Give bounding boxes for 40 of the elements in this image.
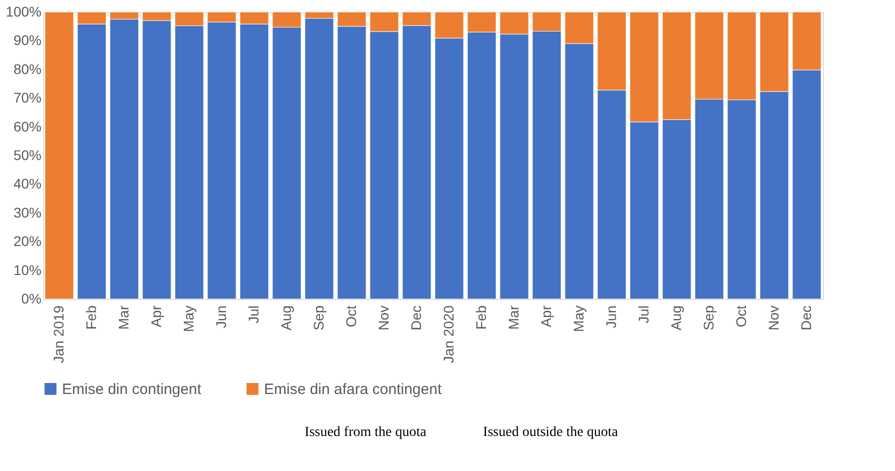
x-tick-label: Jan 2020: [440, 305, 456, 364]
x-tick-label: Nov: [765, 306, 782, 330]
y-tick-label: 80%: [13, 60, 42, 77]
y-tick-label: 40%: [13, 176, 42, 192]
x-tick-label: Jan 2019: [50, 305, 66, 364]
y-tick-label: 30%: [13, 204, 42, 220]
bar: [44, 12, 74, 300]
x-tick-label: Dec: [798, 306, 814, 330]
legend-label: Emise din afara contingent: [264, 380, 442, 398]
x-tick-label: May: [180, 306, 196, 332]
x-tick-label: Sep: [700, 305, 716, 330]
y-tick-label: 100%: [6, 4, 42, 20]
legend-label: Emise din contingent: [62, 380, 202, 398]
text: Issued outside the quota: [483, 425, 619, 440]
y-tick-label: 90%: [13, 32, 42, 48]
y-tick-label: 20%: [13, 233, 42, 250]
x-tick-label: Mar: [115, 305, 132, 330]
y-tick-label: 50%: [13, 147, 42, 163]
x-tick-label: Sep: [310, 305, 326, 330]
x-tick-label: Jul: [635, 306, 652, 324]
x-tick-label: Jul: [245, 306, 262, 324]
x-tick-label: Jun: [212, 306, 229, 328]
text: Issued from the quota: [304, 425, 428, 440]
y-tick-label: 60%: [13, 118, 42, 134]
y-tick-label: 70%: [13, 90, 42, 106]
y-tick-label: 0%: [21, 290, 42, 306]
x-tick-label: Apr: [538, 305, 554, 328]
x-tick-label: Oct: [342, 305, 359, 328]
x-tick-label: Nov: [375, 306, 392, 330]
x-tick-label: Dec: [408, 306, 424, 330]
x-tick-label: Apr: [148, 305, 164, 328]
x-tick-label: Aug: [278, 306, 294, 330]
x-tick-label: Feb: [472, 305, 489, 330]
x-tick-label: Feb: [82, 305, 99, 330]
x-tick-label: Mar: [505, 305, 522, 330]
x-tick-label: May: [570, 306, 586, 332]
x-tick-label: Aug: [668, 306, 684, 330]
x-tick-label: Oct: [732, 305, 749, 328]
x-tick-label: Jun: [602, 306, 619, 328]
y-tick-label: 10%: [13, 262, 42, 278]
